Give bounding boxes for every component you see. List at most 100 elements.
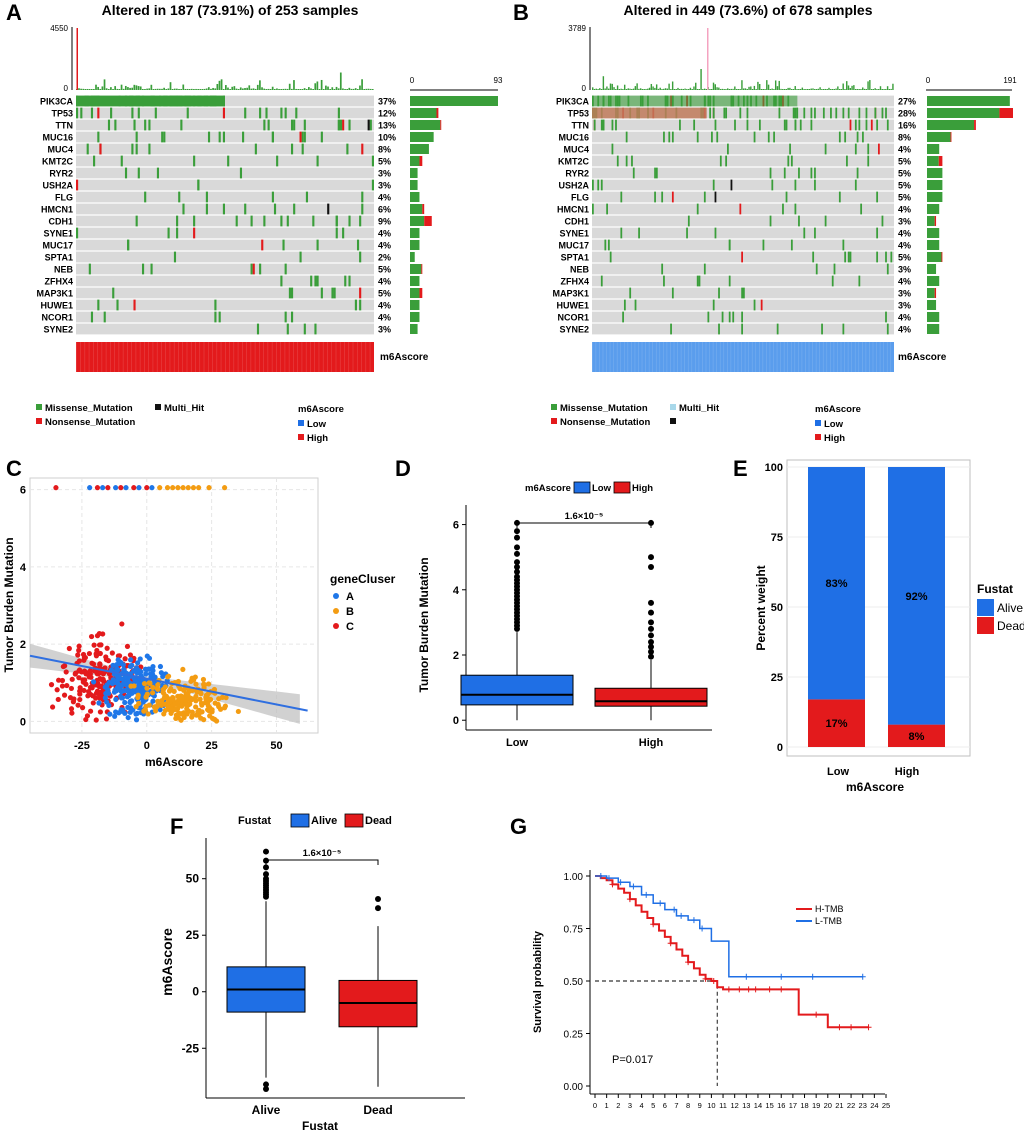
oncoplot-a-title: Altered in 187 (73.91%) of 253 samples: [102, 2, 359, 18]
tmb-bar: [144, 88, 146, 90]
tmb-bar: [881, 89, 883, 90]
annotation-stripe: [178, 342, 179, 372]
mutation-cell: [696, 131, 699, 143]
mutation-cell: [337, 107, 340, 119]
censor-mark: [671, 906, 678, 913]
box: [594, 687, 708, 707]
matrix-row-bg: [76, 239, 374, 251]
scatter-point: [82, 654, 88, 661]
annotation-stripe: [237, 342, 239, 372]
mutation-cell: [120, 155, 123, 167]
scatter-point: [93, 653, 100, 659]
tmb-bar: [716, 87, 718, 90]
mutation-cell: [250, 263, 253, 275]
scatter-c-x-ticks: -25 0 25 50: [74, 740, 283, 752]
scatter-point: [111, 689, 118, 695]
mutation-cell: [623, 299, 626, 311]
censor-mark: [859, 973, 866, 980]
tmb-bar: [867, 81, 869, 90]
mutation-cell: [242, 131, 245, 143]
gene-label: USH2A: [42, 181, 73, 191]
tmb-bar: [344, 88, 346, 90]
tmb-bar: [248, 85, 251, 90]
tmb-bar: [352, 88, 355, 90]
scatter-point: [113, 709, 119, 715]
scatter-point: [194, 712, 200, 718]
tmb-bar: [655, 84, 658, 90]
x-tick-label: 15: [765, 1101, 773, 1110]
gene-percent: 5%: [898, 193, 911, 203]
gene-percent: 5%: [898, 181, 911, 191]
annotation-stripe: [645, 342, 646, 372]
legend-a-multihit-label: Multi_Hit: [164, 403, 205, 414]
scatter-point: [98, 694, 104, 700]
mutation-cell: [831, 275, 834, 287]
y-tick-label: 25: [186, 928, 200, 942]
tmb-bar: [892, 83, 894, 90]
gene-label: USH2A: [558, 181, 589, 191]
tmb-bar: [682, 89, 685, 90]
tmb-bar: [615, 89, 617, 90]
x-tick-label: 12: [731, 1101, 739, 1110]
tmb-bar: [627, 88, 629, 90]
annotation-stripe: [76, 342, 77, 372]
mutation-cell: [865, 107, 868, 119]
mutation-cell: [661, 263, 664, 275]
boxplot-f-legend-dead-label: Dead: [365, 815, 392, 827]
censor-mark: [667, 940, 674, 947]
gene-count-bar-nonsense: [421, 264, 423, 274]
mutation-cell: [344, 275, 347, 287]
scatter-point: [76, 658, 82, 664]
scatter-point: [116, 653, 123, 659]
legend-a-high-swatch: [298, 434, 304, 440]
scatter-point: [175, 698, 181, 704]
tmb-bar: [254, 88, 257, 90]
tmb-bar: [858, 88, 860, 90]
gene-label: MUC16: [558, 133, 589, 143]
mutation-cell: [254, 143, 257, 155]
x-tick-label: 18: [800, 1101, 808, 1110]
tmb-bar: [122, 88, 125, 90]
oncoplot-a: Altered in 187 (73.91%) of 253 samples 4…: [36, 2, 503, 444]
tmb-bar: [318, 88, 321, 90]
mutation-cell: [335, 215, 338, 227]
mutation-cell: [814, 107, 816, 119]
annotation-stripe: [883, 342, 884, 372]
x-tick-label: 25: [882, 1101, 890, 1110]
scatter-point: [103, 716, 110, 722]
legend-b-nonsense-label: Nonsense_Mutation: [560, 417, 650, 428]
scatter-point: [127, 699, 133, 706]
tmb-bar: [82, 88, 85, 90]
mutation-cell: [741, 311, 743, 323]
mutation-cell: [634, 299, 637, 311]
mutation-cell: [812, 251, 815, 263]
mutation-cell: [886, 119, 889, 131]
scatter-point: [165, 674, 171, 680]
gene-count-bar: [410, 192, 420, 202]
annotation-stripe: [135, 342, 137, 372]
mutation-cell: [137, 107, 140, 119]
mutation-cell: [790, 239, 793, 251]
censor-mark: [865, 1024, 872, 1031]
gene-count-bar: [410, 120, 441, 130]
outlier-point: [263, 871, 269, 878]
legend-b-m6ascore-title: m6Ascore: [815, 404, 861, 415]
x-tick-label: 2: [616, 1101, 620, 1110]
scatter-point: [175, 485, 181, 491]
gene-percent: 3%: [898, 301, 911, 311]
scatter-point: [131, 485, 137, 491]
tmb-bar: [178, 88, 180, 90]
stackedbar-e-legend-alive-label: Alive: [997, 601, 1023, 615]
oncoplot-b-annotation-stripes: [592, 342, 892, 372]
scatter-point: [149, 485, 155, 491]
tmb-bar: [757, 81, 759, 90]
scatter-point: [181, 714, 187, 720]
annotation-stripe: [840, 342, 842, 372]
stackedbar-e-xtick-high: High: [895, 766, 920, 778]
mutation-cell: [865, 119, 868, 131]
annotation-stripe: [161, 342, 162, 372]
tmb-bar: [592, 87, 594, 90]
mutation-cell: [739, 203, 742, 215]
tmb-bar: [303, 88, 306, 90]
annotation-stripe: [865, 342, 867, 372]
